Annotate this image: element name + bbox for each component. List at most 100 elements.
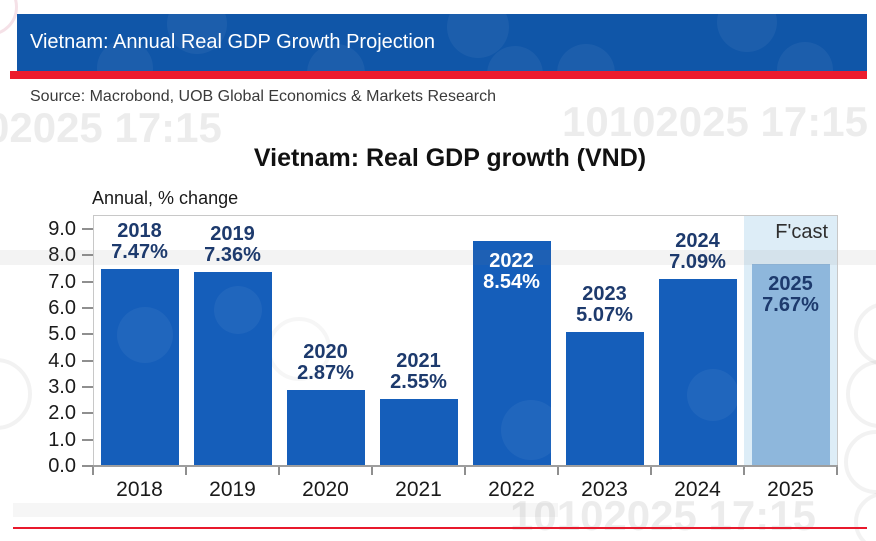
bar-label-2023: 2023 5.07% [558,284,651,326]
header-pattern-circle [557,44,615,71]
x-tick [371,466,373,475]
timestamp-watermark: 02025 17:15 [0,104,222,151]
bar-label-year: 2019 [210,223,255,246]
bar-label-value: 2.87% [297,362,354,385]
watermark-circle [687,369,739,421]
bar-label-2022: 2022 8.54% [465,249,558,293]
x-axis-label-2023: 2023 [581,478,628,501]
ring-decoration [844,430,876,494]
bar-label-year: 2022 [489,249,534,272]
x-axis-label-2025: 2025 [767,478,814,501]
bar-label-value: 7.67% [762,293,819,316]
ring-decoration [846,360,876,428]
y-tick-label: 9.0 [48,217,76,240]
bar-2021 [379,399,458,466]
y-tick [82,227,93,230]
bar-label-2018: 2018 7.47% [93,221,186,263]
y-tick-label: 5.0 [48,323,76,346]
y-tick [82,333,93,336]
bar-label-year: 2020 [303,341,348,364]
y-tick [82,385,93,388]
chart-title: Vietnam: Real GDP growth (VND) [253,144,647,172]
watermark-circle [501,400,561,460]
y-tick [82,465,93,467]
bar-label-year: 2021 [396,349,441,372]
x-axis-label-2018: 2018 [116,478,163,501]
bar-label-year: 2025 [768,272,813,295]
bar-2024 [658,279,737,466]
bar-label-value: 7.36% [204,244,261,267]
bar-2020 [286,390,365,466]
y-tick [82,306,93,309]
bar-label-year: 2023 [582,283,627,306]
x-axis-label-2021: 2021 [395,478,442,501]
bar-2019 [193,272,272,466]
plot-area: 2018 7.47% 2019 7.36% 2020 2.87% 2021 2.55% 2022… [93,215,837,466]
bar-label-value: 2.55% [390,370,447,393]
y-tick [82,254,93,257]
y-tick [82,412,93,415]
timestamp-watermark: 10102025 17:15 [510,492,816,539]
x-tick [557,466,559,475]
timestamp-watermark: 10102025 17:15 [562,98,868,145]
y-tick-label: 1.0 [48,428,76,451]
footer-accent-line [13,527,867,529]
source-attribution: Source: Macrobond, UOB Global Economics … [30,88,496,105]
header-accent-strip [10,71,867,79]
x-axis-label-2020: 2020 [302,478,349,501]
y-tick-label: 2.0 [48,402,76,425]
y-tick [82,280,93,283]
report-title: Vietnam: Annual Real GDP Growth Projecti… [30,31,436,53]
x-tick [650,466,652,475]
x-axis-line [93,465,838,467]
y-tick-label: 8.0 [48,244,76,267]
bar-label-value: 5.07% [576,304,633,327]
x-tick [92,466,94,475]
x-tick [185,466,187,475]
y-tick-label: 6.0 [48,296,76,319]
header-pattern-circle [717,14,777,52]
bar-label-2021: 2021 2.55% [372,349,465,393]
bar-label-value: 8.54% [483,270,540,293]
y-tick-label: 3.0 [48,375,76,398]
bar-label-year: 2018 [117,220,162,243]
plot-border-left [93,215,94,466]
y-tick-label: 0.0 [48,455,76,477]
bar-label-value: 7.47% [111,241,168,264]
bar-label-2025: 2025 7.67% [744,272,837,316]
watermark-stripe [13,503,558,517]
bar-label-year: 2024 [675,230,720,253]
corner-ring-decoration [0,0,18,36]
x-tick [836,466,838,475]
forecast-flag-label: F'cast [775,221,828,243]
y-tick-label: 7.0 [48,270,76,293]
x-tick [464,466,466,475]
x-axis-label-2019: 2019 [209,478,256,501]
watermark-circle [117,307,173,363]
x-tick [278,466,280,475]
bar-label-2019: 2019 7.36% [186,224,279,266]
watermark-stripe [0,250,876,265]
bar-2025 [751,264,830,466]
y-tick [82,359,93,362]
bar-label-2020: 2020 2.87% [279,342,372,384]
bar-2023 [565,332,644,466]
ring-decoration [854,492,876,541]
y-tick-label: 4.0 [48,349,76,372]
report-header-bar: Vietnam: Annual Real GDP Growth Projecti… [17,14,867,71]
bar-label-2024: 2024 7.09% [651,231,744,273]
x-axis-label-2024: 2024 [674,478,721,501]
watermark-circle [214,286,262,334]
y-axis-unit-label: Annual, % change [92,188,239,208]
y-tick [82,438,93,441]
x-axis-label-2022: 2022 [488,478,535,501]
x-tick [743,466,745,475]
bar-label-value: 7.09% [669,251,726,274]
bar-2018 [100,269,179,466]
plot-border-right [837,215,838,466]
ring-decoration [854,302,876,366]
header-pattern-circle [777,42,833,71]
plot-border-top [93,215,837,216]
bar-2022 [472,241,551,466]
